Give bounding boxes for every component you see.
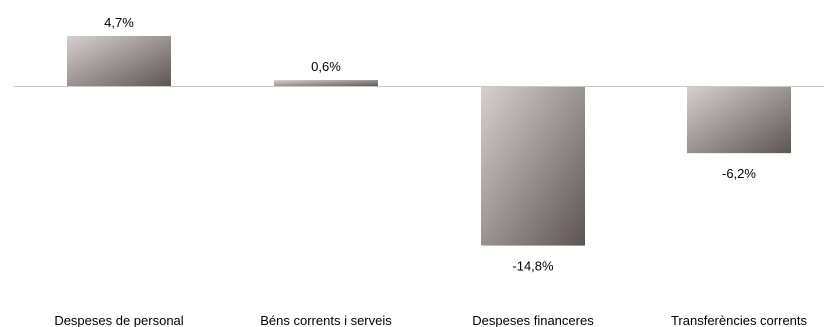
bar-1 [67,35,171,87]
bars-group [67,35,791,246]
value-labels-group: 4,7% 0,6% -14,8% -6,2% [104,15,756,274]
category-label-1: Despeses de personal [54,313,183,327]
value-label-3: -14,8% [512,259,554,274]
category-label-3: Despeses financeres [472,313,594,327]
bar-3 [481,86,585,246]
category-label-2: Béns corrents i serveis [260,313,392,327]
value-label-2: 0,6% [311,59,341,74]
category-labels-group: Despeses de personal Béns corrents i serv… [54,313,807,327]
category-label-4: Transferències corrents [671,313,808,327]
value-label-1: 4,7% [104,15,134,30]
bar-2 [274,80,378,87]
value-label-4: -6,2% [722,166,756,181]
bar-4 [687,86,791,154]
